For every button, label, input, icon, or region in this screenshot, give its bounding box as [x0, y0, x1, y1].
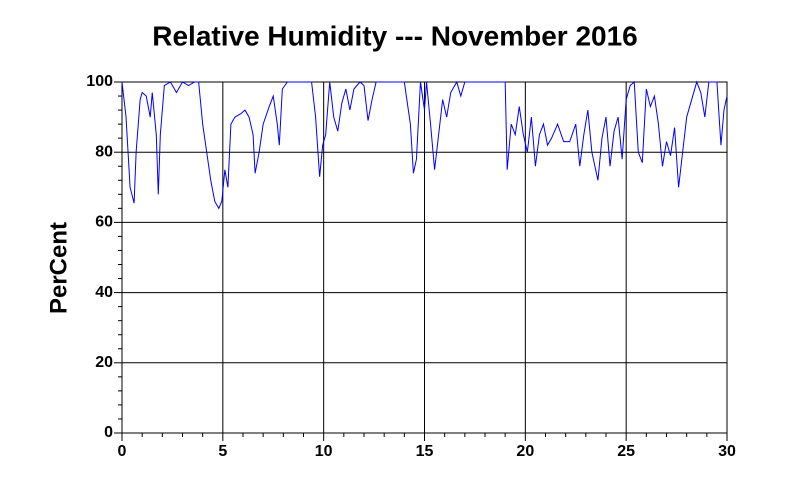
x-tick-label: 0	[118, 443, 127, 460]
x-tick-label: 15	[416, 443, 434, 460]
y-tick-label: 80	[95, 143, 113, 160]
x-tick-label: 5	[218, 443, 227, 460]
y-axis-label: PerCent	[45, 222, 72, 314]
x-tick-label: 30	[718, 443, 736, 460]
chart-title: Relative Humidity --- November 2016	[152, 20, 638, 51]
y-tick-label: 100	[86, 73, 113, 90]
y-tick-label: 20	[95, 354, 113, 371]
y-tick-label: 40	[95, 284, 113, 301]
y-tick-label: 0	[104, 424, 113, 441]
x-tick-label: 10	[315, 443, 333, 460]
x-tick-label: 25	[617, 443, 635, 460]
y-tick-label: 60	[95, 214, 113, 231]
x-tick-label: 20	[516, 443, 534, 460]
humidity-line	[121, 80, 728, 210]
